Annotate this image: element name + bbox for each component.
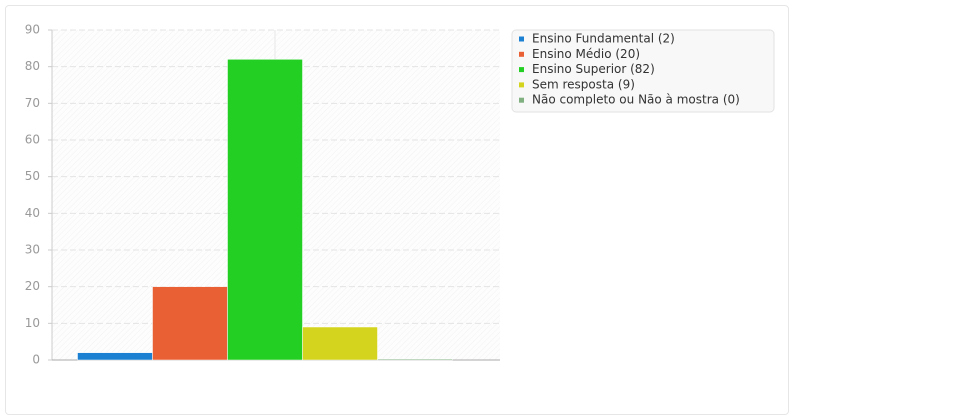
legend-swatch: [519, 51, 524, 57]
y-tick-label: 0: [32, 353, 40, 367]
legend-swatch: [519, 67, 524, 73]
y-tick-label: 30: [25, 243, 40, 257]
legend-label: Ensino Médio (20): [532, 47, 640, 61]
bar: [377, 358, 453, 361]
legend-label: Ensino Fundamental (2): [532, 32, 675, 46]
bar: [302, 326, 378, 361]
bar: [152, 286, 228, 361]
y-tick-label: 50: [25, 169, 40, 183]
y-tick-label: 40: [25, 206, 40, 220]
y-tick-label: 20: [25, 279, 40, 293]
bar: [77, 352, 153, 361]
legend-label: Não completo ou Não à mostra (0): [532, 93, 740, 107]
legend-swatch: [519, 36, 524, 42]
legend-box: [511, 29, 775, 113]
y-tick-label: 90: [25, 23, 40, 37]
chart-card: [5, 5, 789, 415]
legend-label: Ensino Superior (82): [532, 62, 655, 76]
y-tick-label: 70: [25, 96, 40, 110]
bar: [227, 59, 303, 361]
legend-swatch: [519, 82, 524, 88]
y-tick-label: 80: [25, 59, 40, 73]
legend-swatch: [519, 97, 524, 103]
y-tick-label: 10: [25, 316, 40, 330]
legend-label: Sem resposta (9): [532, 77, 635, 91]
y-tick-label: 60: [25, 133, 40, 147]
